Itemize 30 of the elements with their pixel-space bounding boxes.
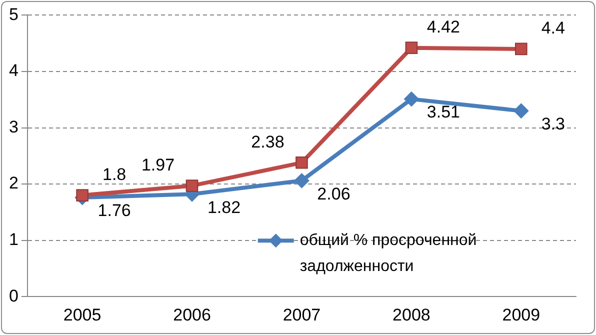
x-tick-label: 2006 xyxy=(173,305,211,324)
data-label: 1.8 xyxy=(102,164,126,184)
y-tick-label: 1 xyxy=(8,230,18,250)
data-label: 2.38 xyxy=(251,132,284,152)
point xyxy=(405,42,418,54)
point xyxy=(514,103,529,118)
point xyxy=(294,173,310,188)
x-tick-label: 2007 xyxy=(282,305,321,324)
y-tick-label: 4 xyxy=(8,61,18,80)
point xyxy=(186,180,198,192)
data-label: 1.76 xyxy=(98,201,131,220)
x-tick-label: 2008 xyxy=(392,305,430,324)
y-tick-label: 5 xyxy=(8,4,18,24)
x-tick-label: 2005 xyxy=(63,305,102,324)
point xyxy=(404,92,419,107)
data-label: 4.42 xyxy=(426,18,460,37)
x-tick-label: 2009 xyxy=(502,305,540,324)
y-tick-label: 0 xyxy=(8,286,18,306)
data-label: 4.4 xyxy=(541,18,565,38)
data-label: 3.3 xyxy=(541,114,565,134)
point xyxy=(296,156,308,169)
data-label: 1.82 xyxy=(207,198,241,217)
data-label: 3.51 xyxy=(426,102,460,122)
point xyxy=(514,42,528,56)
point xyxy=(76,189,88,202)
legend-label: общий % просроченной задолженности xyxy=(300,232,477,276)
y-tick-label: 2 xyxy=(8,174,18,193)
data-label: 2.06 xyxy=(317,184,350,204)
data-label: 1.97 xyxy=(141,155,175,174)
y-tick-label: 3 xyxy=(8,117,18,136)
